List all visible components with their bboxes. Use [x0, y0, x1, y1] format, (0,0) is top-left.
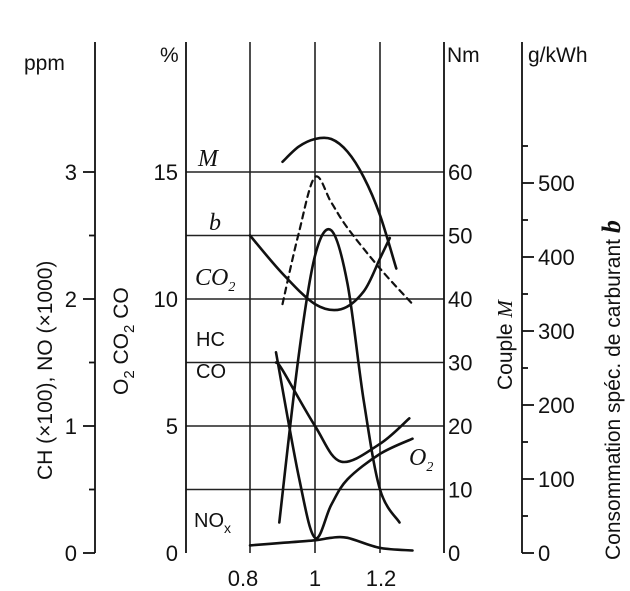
curve-co [274, 361, 411, 464]
torque-tick-label: 60 [448, 160, 472, 185]
curve-label-subscript: 2 [426, 460, 433, 475]
curves-group [248, 136, 414, 552]
plot-grid [186, 42, 444, 553]
bsfc-tick-label: 100 [538, 467, 575, 492]
curve-nox [248, 535, 414, 552]
bsfc-tick-label: 500 [538, 171, 575, 196]
curve-label-o2: O2 [409, 445, 433, 475]
percent-tick-label: 15 [154, 160, 178, 185]
bsfc-tick-label: 0 [538, 541, 550, 566]
x-tick-label: 0.8 [228, 566, 259, 591]
ppm-axis-title: CH (×100), NO (×1000) [34, 261, 57, 480]
ppm-tick-label: 1 [65, 414, 77, 439]
percent-axis-unit: % [160, 44, 179, 67]
bsfc-tick-label: 200 [538, 393, 575, 418]
curve-label-m: M [197, 146, 220, 172]
curve-hc [278, 228, 401, 524]
curve-label-hc: HC [196, 329, 225, 351]
x-tick-label: 1 [309, 566, 321, 591]
curve-label-co2: CO2 [195, 265, 235, 295]
percent-axis-title-subscript: 2 [121, 370, 138, 378]
percent-axis-title: O2 CO2 CO [110, 287, 138, 395]
bsfc-axis-unit: g/kWh [528, 44, 588, 67]
torque-tick-label: 10 [448, 478, 472, 503]
curve-label-co: CO [196, 361, 226, 383]
bsfc-tick-label: 400 [538, 245, 575, 270]
torque-axis-unit: Nm [447, 44, 480, 67]
bsfc-axis-title: Consommation spéc. de carburant b [597, 220, 626, 560]
percent-axis-title-part: O [110, 379, 133, 395]
percent-axis-title-part: CO [110, 287, 133, 324]
bsfc-axis-title-symbol: b [597, 220, 626, 233]
curve-o2 [274, 351, 414, 540]
torque-axis-title: Couple M [493, 299, 517, 390]
curve-b [248, 234, 392, 312]
curve-label-subscript: x [224, 520, 231, 536]
torque-tick-label: 20 [448, 414, 472, 439]
bsfc-axis-title-main: Consommation spéc. de carburant [602, 233, 625, 560]
ppm-tick-label: 0 [65, 541, 77, 566]
torque-tick-label: 30 [448, 351, 472, 376]
torque-tick-label: 0 [448, 541, 460, 566]
torque-axis-title-symbol: M [493, 299, 517, 319]
curve-label-subscript: 2 [228, 280, 235, 295]
percent-tick-label: 5 [166, 414, 178, 439]
percent-tick-label: 10 [154, 287, 178, 312]
torque-tick-label: 50 [448, 224, 472, 249]
percent-axis-title-part: CO [110, 333, 133, 370]
curve-m [281, 136, 398, 270]
ppm-tick-label: 2 [65, 287, 77, 312]
ppm-tick-label: 3 [65, 160, 77, 185]
axes-group [83, 42, 534, 554]
curve-label-nox: NOx [194, 510, 231, 536]
curve-co2 [281, 175, 414, 306]
curve-label-main: O [409, 445, 426, 471]
curve-label-main: CO [195, 265, 228, 291]
curve-label-main: NO [194, 510, 224, 532]
percent-tick-label: 0 [166, 541, 178, 566]
percent-axis-title-subscript: 2 [121, 325, 138, 333]
curve-label-b: b [209, 210, 221, 236]
x-tick-label: 1.2 [366, 566, 397, 591]
torque-tick-label: 40 [448, 287, 472, 312]
torque-axis-title-main: Couple [494, 318, 517, 390]
bsfc-tick-label: 300 [538, 319, 575, 344]
ppm-axis-unit: ppm [24, 52, 65, 75]
